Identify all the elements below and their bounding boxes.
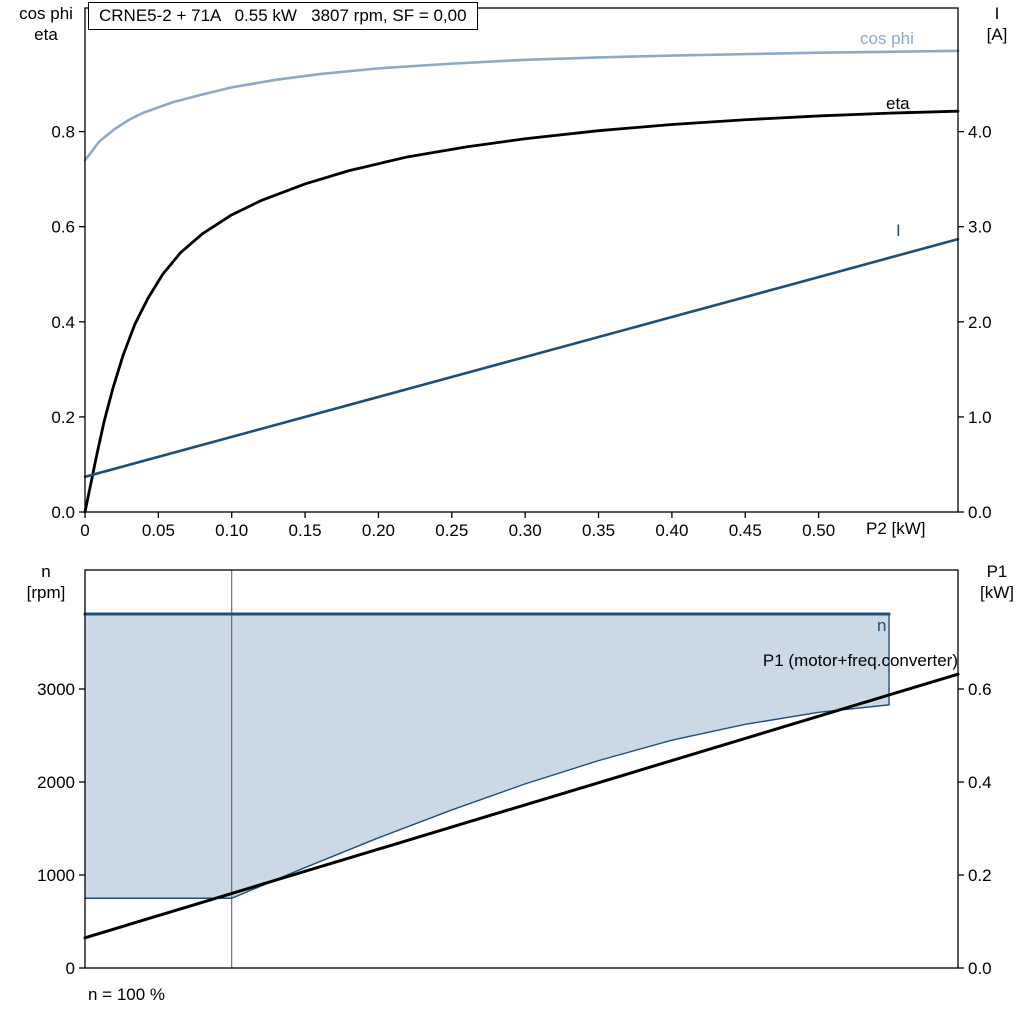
top-left-axis-unit: cos phi eta bbox=[6, 3, 86, 45]
svg-text:0.30: 0.30 bbox=[509, 521, 542, 540]
svg-text:0.45: 0.45 bbox=[729, 521, 762, 540]
svg-text:0: 0 bbox=[66, 959, 75, 978]
svg-text:4.0: 4.0 bbox=[968, 123, 992, 142]
svg-text:1.0: 1.0 bbox=[968, 408, 992, 427]
speed-axis-unit-label: n bbox=[41, 562, 51, 581]
eta-axis-unit-label: eta bbox=[34, 25, 58, 44]
rpm-axis-unit-label: [rpm] bbox=[26, 583, 66, 602]
top-right-axis-unit: I [A] bbox=[972, 3, 1022, 45]
ampere-axis-unit-label: [A] bbox=[986, 25, 1008, 44]
svg-text:0.15: 0.15 bbox=[289, 521, 322, 540]
svg-text:0.0: 0.0 bbox=[968, 959, 992, 978]
svg-text:0.8: 0.8 bbox=[51, 123, 75, 142]
svg-text:0.6: 0.6 bbox=[968, 680, 992, 699]
svg-text:0.05: 0.05 bbox=[142, 521, 175, 540]
speed-footnote: n = 100 % bbox=[88, 985, 166, 1004]
x-axis-label: P2 [kW] bbox=[866, 519, 926, 538]
p1-axis-unit-label: P1 bbox=[986, 562, 1008, 581]
current-axis-unit-label: I bbox=[994, 4, 1000, 23]
kw-axis-unit-label: [kW] bbox=[980, 583, 1014, 602]
svg-text:1000: 1000 bbox=[37, 866, 75, 885]
bottom-left-axis-unit: n [rpm] bbox=[6, 561, 86, 603]
cosphi-axis-unit-label: cos phi bbox=[19, 4, 73, 23]
svg-text:0.35: 0.35 bbox=[582, 521, 615, 540]
chart-title-box: CRNE5-2 + 71A 0.55 kW 3807 rpm, SF = 0,0… bbox=[88, 2, 478, 30]
svg-text:0.20: 0.20 bbox=[362, 521, 395, 540]
cosphi-curve-label: cos phi bbox=[860, 29, 914, 48]
svg-text:0.2: 0.2 bbox=[51, 408, 75, 427]
svg-text:0.40: 0.40 bbox=[655, 521, 688, 540]
svg-text:0.4: 0.4 bbox=[51, 313, 75, 332]
svg-text:0.50: 0.50 bbox=[802, 521, 835, 540]
eta-curve-label: eta bbox=[886, 94, 910, 113]
svg-text:0.0: 0.0 bbox=[51, 503, 75, 522]
current-curve-label: I bbox=[896, 221, 901, 240]
svg-text:0.0: 0.0 bbox=[968, 503, 992, 522]
svg-text:0.2: 0.2 bbox=[968, 866, 992, 885]
svg-text:0.4: 0.4 bbox=[968, 773, 992, 792]
svg-text:2000: 2000 bbox=[37, 773, 75, 792]
svg-text:0: 0 bbox=[80, 521, 89, 540]
svg-text:2.0: 2.0 bbox=[968, 313, 992, 332]
svg-text:0.25: 0.25 bbox=[435, 521, 468, 540]
bottom-right-axis-unit: P1 [kW] bbox=[972, 561, 1022, 603]
svg-text:3.0: 3.0 bbox=[968, 218, 992, 237]
speed-curve-label: n bbox=[877, 616, 887, 635]
svg-text:0.10: 0.10 bbox=[215, 521, 248, 540]
svg-text:0.6: 0.6 bbox=[51, 218, 75, 237]
p1-curve-label: P1 (motor+freq.converter) bbox=[762, 651, 958, 670]
svg-text:3000: 3000 bbox=[37, 680, 75, 699]
